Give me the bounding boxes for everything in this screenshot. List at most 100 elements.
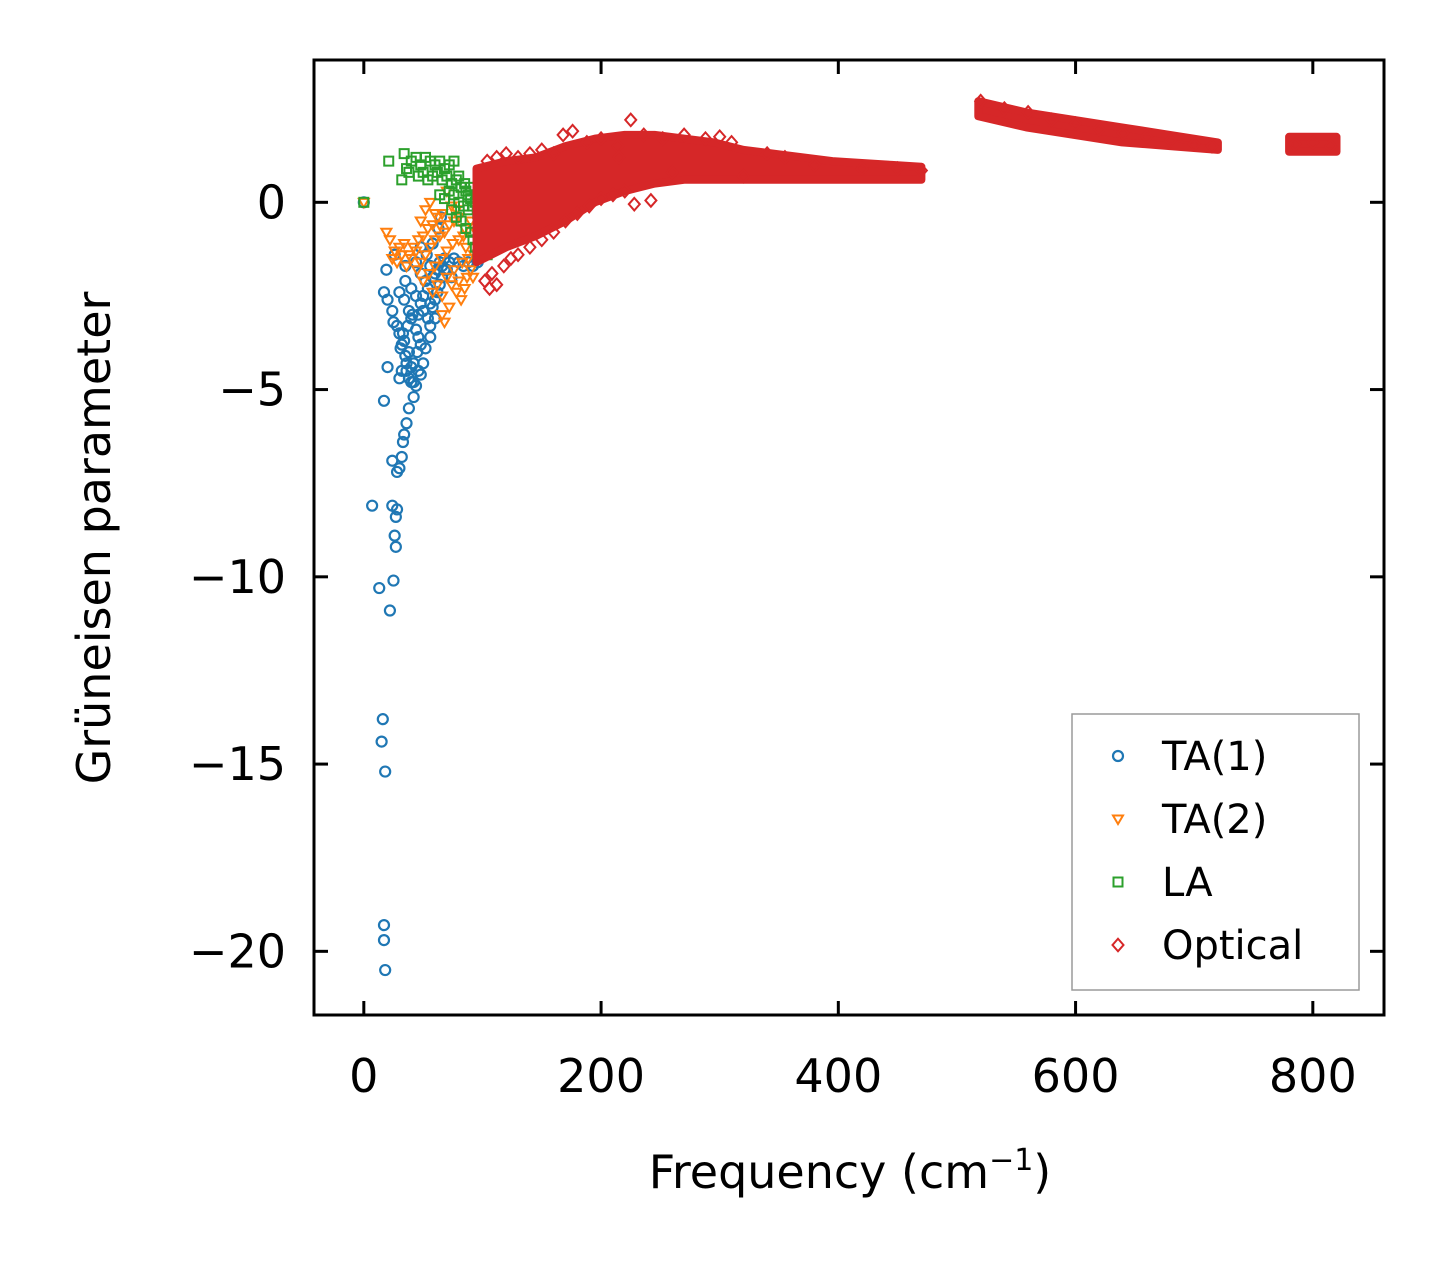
data-point [386, 499, 399, 512]
data-point [379, 227, 394, 240]
data-point [412, 364, 425, 377]
x-tick-label: 400 [794, 1049, 882, 1103]
data-point [444, 280, 459, 292]
data-point [396, 435, 410, 449]
data-point [411, 235, 426, 247]
data-point [398, 148, 410, 160]
data-point [425, 287, 440, 300]
data-point [423, 242, 438, 255]
data-point [1092, 121, 1107, 138]
series-ta-1- [357, 196, 484, 977]
data-point [565, 123, 580, 139]
data-point [406, 308, 419, 321]
data-point [376, 713, 389, 726]
data-point [617, 183, 632, 199]
data-point [397, 239, 411, 251]
data-point [409, 246, 423, 258]
data-point [534, 142, 549, 158]
data-point [407, 375, 420, 389]
data-point [636, 127, 651, 143]
data-point [402, 402, 416, 415]
data-point [1139, 129, 1154, 145]
legend-entry-la: LA [1112, 860, 1213, 906]
data-point [627, 196, 642, 212]
data-point [523, 145, 537, 162]
data-point [455, 257, 470, 270]
data-point [1068, 115, 1083, 132]
legend: TA(1) TA(2) LA Optical [1071, 713, 1360, 991]
data-point [448, 155, 460, 167]
legend-entry-optical: Optical [1111, 923, 1303, 969]
legend-label: TA(1) [1161, 734, 1267, 780]
legend-label: LA [1162, 860, 1213, 906]
data-point [380, 263, 393, 276]
data-point [446, 239, 460, 251]
data-point [390, 257, 404, 270]
data-point [404, 253, 419, 266]
data-point [1163, 132, 1178, 149]
data-point [437, 317, 452, 330]
data-point [401, 319, 414, 333]
data-point [377, 394, 391, 407]
data-point [914, 162, 929, 179]
legend-marker [1112, 876, 1124, 888]
legend-entry-ta-1-: TA(1) [1111, 734, 1267, 780]
data-point [396, 174, 408, 186]
data-point [389, 510, 402, 524]
data-point [399, 261, 414, 273]
data-point [459, 242, 473, 255]
data-point [485, 265, 499, 282]
data-point [418, 205, 433, 217]
data-point [424, 331, 437, 344]
data-point [440, 272, 454, 285]
data-point [386, 304, 399, 318]
data-point [414, 257, 428, 270]
series-optical [472, 93, 1341, 297]
data-point [511, 246, 525, 263]
data-point [428, 261, 442, 273]
data-point [855, 160, 869, 177]
y-axis-label: Grüneisen parameter [67, 291, 121, 784]
data-point [890, 160, 905, 177]
data-point [435, 209, 449, 221]
data-point [594, 130, 608, 147]
data-point [424, 297, 437, 310]
data-point [580, 134, 594, 151]
data-point [712, 129, 727, 145]
data-point [623, 112, 638, 128]
data-point [398, 428, 411, 441]
data-point [1323, 138, 1338, 154]
data-point [644, 192, 658, 209]
data-point [383, 604, 397, 617]
data-point [778, 149, 792, 166]
x-tick-label: 200 [557, 1049, 645, 1103]
data-point [430, 280, 445, 292]
data-point [416, 276, 430, 288]
data-point [760, 145, 774, 162]
data-point [412, 308, 425, 321]
data-point [1305, 134, 1320, 151]
legend-label: TA(2) [1161, 797, 1267, 843]
data-point [428, 209, 442, 221]
data-point [416, 231, 430, 243]
data-point [388, 529, 401, 542]
data-point [1021, 104, 1035, 121]
data-point [449, 287, 464, 300]
data-point [997, 100, 1012, 117]
x-tick-label: 0 [349, 1049, 378, 1103]
axis-ticks: 0 200 400 600 800 0 −5 −10 −15 −20 [189, 60, 1384, 1103]
data-point [400, 417, 413, 430]
data-point [418, 250, 433, 262]
data-point [395, 250, 409, 262]
legend-marker [1111, 749, 1125, 763]
data-point [612, 149, 626, 166]
data-point [534, 232, 549, 248]
optical-dense-band-3 [1285, 132, 1341, 156]
data-point [523, 239, 537, 256]
data-point [558, 213, 573, 229]
data-point [395, 450, 408, 464]
data-point [393, 462, 406, 475]
data-point [432, 231, 447, 243]
data-point [594, 190, 608, 207]
data-point [677, 127, 691, 143]
